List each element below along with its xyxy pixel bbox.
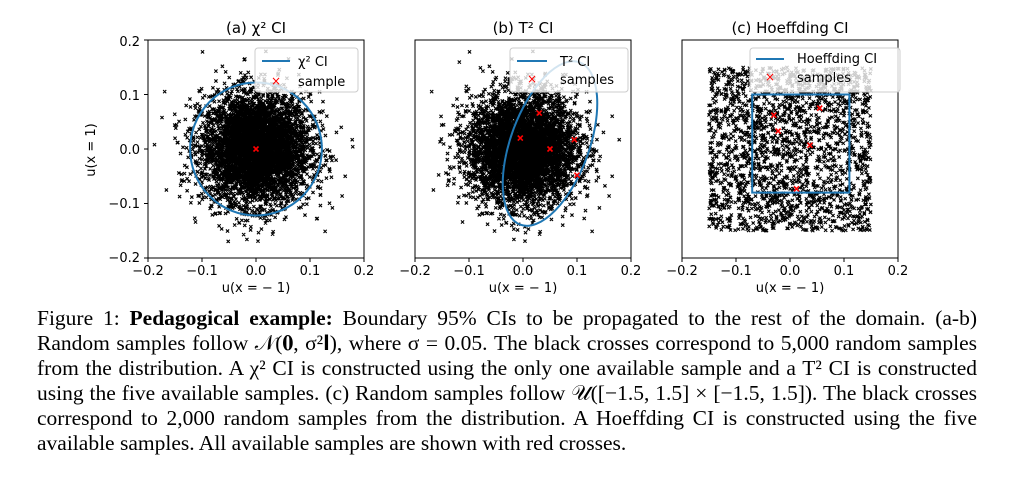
panel-c-title: (c) Hoeffding CI bbox=[731, 19, 848, 37]
figure-caption: Figure 1: Pedagogical example: Boundary … bbox=[37, 306, 977, 456]
legend-box bbox=[509, 47, 629, 93]
legend-ci-label: T² CI bbox=[559, 55, 590, 70]
available-sample-point bbox=[573, 172, 581, 179]
legend-sample-marker: × bbox=[527, 72, 537, 86]
panel-a: (a) χ² CI −0.2 −0.1 0.0 0.1 0.2 u(x = − … bbox=[132, 19, 374, 296]
x-axis-label: u(x = − 1) bbox=[756, 281, 825, 296]
caption-bold-lead: Pedagogical example: bbox=[129, 306, 333, 330]
x-tick-label: −0.1 bbox=[720, 264, 752, 279]
figure-panels: u(x = 1) 0.2 0.1 0.0 −0.1 −0.2 (a) χ² CI… bbox=[84, 19, 908, 296]
available-sample-point bbox=[536, 109, 543, 117]
random-samples bbox=[152, 49, 355, 244]
legend-sample-label: samples bbox=[560, 73, 614, 88]
caption-label: Figure 1: bbox=[37, 306, 130, 330]
legend-ci-label: Hoeffding CI bbox=[797, 52, 877, 67]
random-samples bbox=[429, 49, 622, 244]
x-tick-label: −0.1 bbox=[453, 264, 485, 279]
legend-a: χ² CI × sample bbox=[254, 47, 359, 93]
panel-c: (c) Hoeffding CI −0.2 −0.1 0.0 0.1 0.2 u… bbox=[666, 19, 908, 296]
y-tick-label: −0.2 bbox=[108, 251, 140, 266]
panel-b-title: (b) T² CI bbox=[493, 19, 554, 37]
x-tick-label: 0.0 bbox=[780, 264, 801, 279]
x-tick-label: −0.2 bbox=[666, 264, 698, 279]
x-tick-label: 0.0 bbox=[513, 264, 534, 279]
legend-sample-marker: × bbox=[271, 74, 281, 88]
legend-sample-label: samples bbox=[797, 71, 851, 86]
available-sample-point bbox=[571, 136, 578, 143]
panel-a-title: (a) χ² CI bbox=[226, 19, 286, 37]
x-axis-label: u(x = − 1) bbox=[489, 281, 558, 296]
legend-sample-marker: × bbox=[765, 70, 775, 84]
x-tick-label: −0.1 bbox=[186, 264, 218, 279]
x-tick-label: 0.2 bbox=[621, 264, 642, 279]
y-tick-label: −0.1 bbox=[108, 197, 140, 212]
x-tick-label: 0.1 bbox=[567, 264, 588, 279]
x-axis-label: u(x = − 1) bbox=[222, 281, 291, 296]
x-tick-label: −0.2 bbox=[132, 264, 164, 279]
x-tick-label: 0.0 bbox=[246, 264, 267, 279]
x-tick-label: 0.1 bbox=[300, 264, 321, 279]
legend-sample-label: sample bbox=[298, 75, 345, 90]
legend-box bbox=[749, 47, 901, 93]
y-tick-label: 0.1 bbox=[119, 89, 140, 104]
panel-b: (b) T² CI −0.2 −0.1 0.0 0.1 0.2 u(x = − … bbox=[399, 19, 641, 296]
available-sample-point bbox=[252, 145, 260, 153]
available-sample-point bbox=[793, 185, 800, 192]
x-tick-label: 0.2 bbox=[888, 264, 909, 279]
available-sample-point bbox=[517, 135, 524, 142]
available-sample-point bbox=[816, 105, 823, 112]
y-tick-label: 0.0 bbox=[119, 143, 140, 158]
legend-b: T² CI × samples bbox=[509, 47, 629, 93]
available-sample-point bbox=[546, 145, 554, 153]
legend-box bbox=[254, 47, 359, 93]
available-sample-point bbox=[806, 142, 814, 149]
x-tick-label: 0.2 bbox=[354, 264, 375, 279]
x-tick-label: −0.2 bbox=[399, 264, 431, 279]
y-axis-label: u(x = 1) bbox=[84, 123, 99, 177]
x-tick-label: 0.1 bbox=[834, 264, 855, 279]
y-tick-label: 0.2 bbox=[119, 35, 140, 50]
legend-c: Hoeffding CI × samples bbox=[749, 47, 901, 93]
ci-boundary bbox=[751, 93, 851, 194]
available-sample-point bbox=[775, 127, 782, 135]
available-sample-point bbox=[770, 112, 777, 119]
caption-body: Boundary 95% CIs to be propagated to the… bbox=[37, 306, 977, 455]
legend-ci-label: χ² CI bbox=[298, 55, 328, 70]
